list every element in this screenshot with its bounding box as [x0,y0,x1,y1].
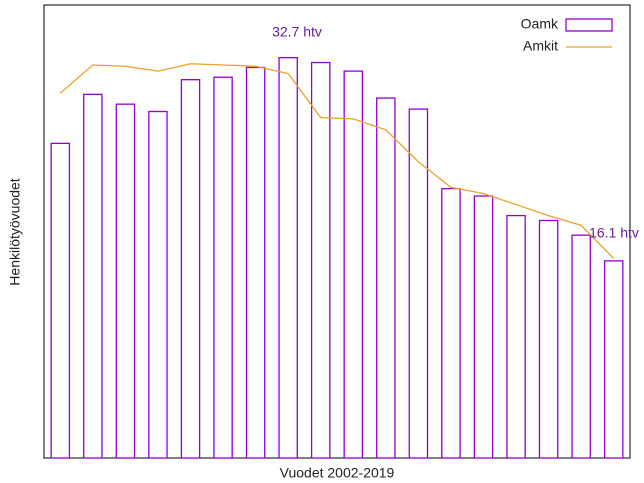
bar [50,142,71,459]
annotation: 32.7 htv [272,24,322,40]
bar [213,76,233,459]
bar [343,70,364,459]
annotation: 16.1 htv [589,225,639,241]
line [59,63,615,259]
bar [603,260,624,459]
legend-label: Oamk [521,16,559,32]
bar [180,79,201,459]
bar [278,56,298,459]
bar [441,187,461,459]
plot-frame [43,4,631,459]
legend-label: Amkit [523,38,558,54]
bar [83,93,103,459]
bar [376,97,396,459]
bar [310,61,331,459]
bar [148,110,168,459]
bar [538,219,559,459]
bar [408,108,429,459]
bar [115,103,136,459]
y-axis-label: Henkilötyövuodet [7,178,23,286]
bar [571,234,591,459]
bar [506,214,526,459]
bar [245,66,266,459]
x-axis-label: Vuodet 2002-2019 [280,465,395,481]
bar [473,195,494,459]
legend-swatch [565,18,613,32]
